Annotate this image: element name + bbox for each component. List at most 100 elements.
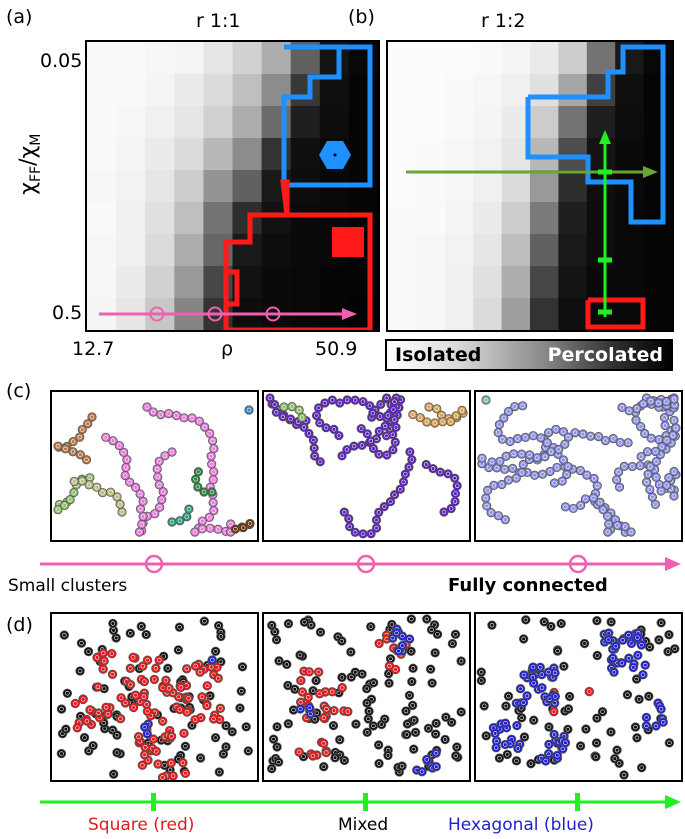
particle xyxy=(486,507,496,518)
arrow-c-head xyxy=(665,557,681,571)
particle xyxy=(481,731,491,741)
particle-core xyxy=(298,699,303,705)
particle-core xyxy=(314,413,319,418)
particle xyxy=(117,507,127,517)
particle-core xyxy=(140,663,146,669)
particle-core xyxy=(621,772,627,778)
particle-core xyxy=(493,745,499,750)
particle-core xyxy=(644,723,649,729)
particle-core xyxy=(554,465,560,470)
particle-core xyxy=(593,754,599,760)
particle xyxy=(156,410,166,420)
heatmap-cell xyxy=(261,266,292,299)
particle xyxy=(273,757,284,767)
particle xyxy=(424,402,434,412)
particle-core xyxy=(157,482,162,488)
particle-core xyxy=(556,447,561,452)
particle xyxy=(56,748,67,759)
particle xyxy=(421,459,431,470)
particle-core xyxy=(619,405,625,410)
particle-core xyxy=(510,466,515,471)
particle xyxy=(600,436,611,446)
particle-core xyxy=(392,492,397,497)
particle-core xyxy=(503,703,509,709)
particle-core xyxy=(218,659,224,665)
heatmap-cell xyxy=(473,298,503,330)
particle-core xyxy=(385,413,391,418)
particle-core xyxy=(301,754,306,759)
particle-core xyxy=(417,415,423,420)
particle-core xyxy=(479,456,485,461)
particle xyxy=(283,619,294,629)
particle xyxy=(221,721,231,731)
particle-core xyxy=(86,482,92,488)
particle xyxy=(321,747,331,758)
particle-core xyxy=(211,469,216,475)
particle xyxy=(540,452,550,462)
particle xyxy=(182,664,192,674)
particle xyxy=(456,707,466,717)
particle-core xyxy=(130,655,136,660)
particle xyxy=(245,518,255,529)
heatmap-cell xyxy=(174,266,204,299)
particle-core xyxy=(308,622,314,628)
particle-core xyxy=(610,655,616,661)
particle xyxy=(479,701,489,711)
particle-core xyxy=(316,405,321,411)
heatmap-cell xyxy=(145,138,175,171)
particle-core xyxy=(247,521,253,526)
particle-core xyxy=(274,637,279,643)
particle-core xyxy=(211,508,217,513)
particle-core xyxy=(561,429,566,434)
heatmap-cell xyxy=(116,202,146,235)
particle-core xyxy=(100,666,106,672)
heatmap-cell xyxy=(416,170,446,203)
particle-core xyxy=(352,397,358,403)
particle xyxy=(108,618,118,629)
particle-core xyxy=(336,433,342,438)
particle-core xyxy=(272,629,278,635)
particle xyxy=(202,700,212,711)
particle-core xyxy=(376,761,382,766)
particle-core xyxy=(454,744,460,750)
particle xyxy=(638,670,648,680)
particle-core xyxy=(600,507,606,512)
particle-core xyxy=(364,730,370,735)
snapshot-c3 xyxy=(474,390,683,542)
particle-core xyxy=(324,750,329,755)
particle-core xyxy=(139,522,144,527)
particle-core xyxy=(233,526,238,532)
particle xyxy=(390,437,400,447)
particle-core xyxy=(366,716,371,722)
particle xyxy=(404,462,414,472)
heatmap-cell xyxy=(473,266,503,299)
particle-core xyxy=(321,764,326,769)
particle xyxy=(570,428,580,438)
y-tick-bottom: 0.5 xyxy=(52,302,83,324)
particle-core xyxy=(163,678,169,683)
particle-core xyxy=(55,507,61,512)
particle xyxy=(197,524,207,534)
particle xyxy=(208,714,219,724)
particle-core xyxy=(157,459,162,464)
particle xyxy=(87,412,97,422)
particle xyxy=(93,682,103,692)
arrow-c-svg xyxy=(40,554,681,574)
particle-core xyxy=(432,650,438,656)
particle-core xyxy=(140,499,146,504)
particle xyxy=(623,630,634,640)
particle-core xyxy=(200,518,205,524)
particle xyxy=(235,703,245,713)
particle xyxy=(154,655,164,665)
heatmap-cell xyxy=(388,74,417,107)
particle-core xyxy=(429,680,435,686)
particle-core xyxy=(312,717,318,722)
particle-core xyxy=(385,753,391,758)
arrow-d-tick-1 xyxy=(151,793,156,811)
particle xyxy=(431,748,441,758)
particle-core xyxy=(458,709,464,715)
particle xyxy=(374,638,384,649)
heatmap-cell xyxy=(232,138,263,171)
particle-core xyxy=(103,435,108,440)
particle xyxy=(68,436,78,447)
